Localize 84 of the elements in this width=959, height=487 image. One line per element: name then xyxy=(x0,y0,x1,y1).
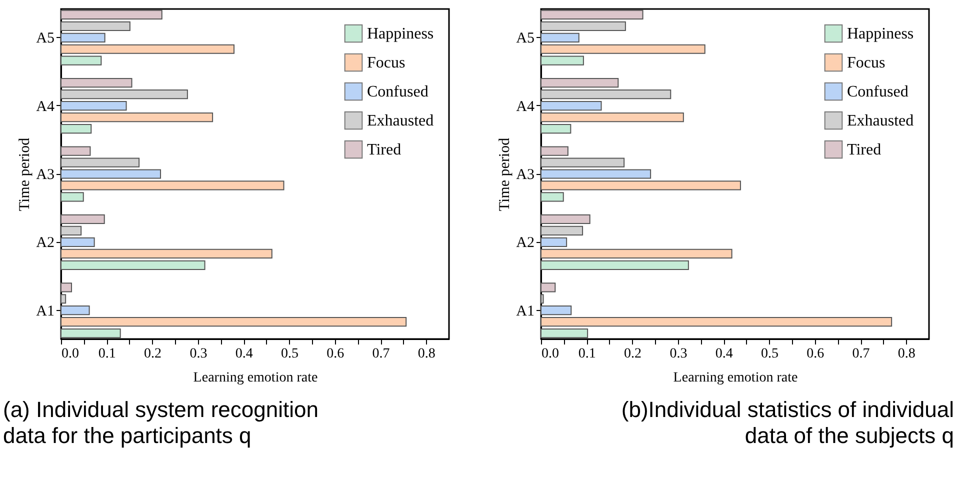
bar xyxy=(540,248,732,258)
y-tick-label: A2 xyxy=(36,235,54,252)
y-tick-label: A1 xyxy=(36,303,54,320)
x-tick-label: 0.2 xyxy=(624,346,642,362)
legend-label: Happiness xyxy=(847,26,914,42)
bar xyxy=(60,282,72,292)
bar xyxy=(60,226,82,236)
legend-label: Exhausted xyxy=(847,112,914,130)
legend-label: Focus xyxy=(367,54,406,72)
x-tick-label: 0.7 xyxy=(852,346,870,362)
legend-label: Tired xyxy=(847,142,882,158)
bar xyxy=(60,56,102,66)
bar xyxy=(60,10,162,20)
bar xyxy=(540,306,572,316)
legend-label: Focus xyxy=(847,54,886,72)
x-axis-title: Learning emotion rate xyxy=(673,370,798,386)
x-tick-label: 0.0 xyxy=(542,346,559,362)
y-tick-label: A3 xyxy=(516,167,534,183)
x-axis-title: Learning emotion rate xyxy=(193,370,318,386)
bar xyxy=(540,317,892,327)
bar xyxy=(60,78,132,88)
bar xyxy=(540,260,689,270)
bar xyxy=(60,317,407,327)
bar xyxy=(540,10,644,20)
bar xyxy=(60,237,95,247)
x-tick-label: 0.7 xyxy=(372,346,390,362)
bar xyxy=(540,78,619,88)
bar xyxy=(540,21,626,31)
bar xyxy=(60,124,92,134)
bar xyxy=(60,328,121,338)
text: (b)Individual statistics of individual data of the subjects q xyxy=(621,397,954,448)
legend-label: Tired xyxy=(367,142,402,158)
y-tick-label: A3 xyxy=(36,167,54,183)
bar xyxy=(540,32,580,42)
bar xyxy=(540,328,588,338)
bar xyxy=(540,44,706,54)
y-tick-label: A2 xyxy=(516,235,534,252)
bar xyxy=(60,90,188,100)
bar xyxy=(540,294,544,304)
x-tick-label: 0.8 xyxy=(418,346,436,362)
bar xyxy=(540,237,568,247)
bar xyxy=(60,260,206,270)
x-tick-label: 0.6 xyxy=(326,346,344,362)
bar xyxy=(60,112,214,122)
bar xyxy=(540,101,602,111)
text: (a) Individual system recognition data for the participants q xyxy=(3,397,318,448)
bar xyxy=(60,214,105,224)
y-tick-label: A4 xyxy=(516,98,535,115)
bar xyxy=(540,90,672,100)
legend-label: Confused xyxy=(847,84,908,100)
y-tick-label: A5 xyxy=(36,30,54,47)
bar xyxy=(60,21,130,31)
x-tick-label: 0.1 xyxy=(98,346,116,362)
bar xyxy=(60,294,66,304)
y-tick-label: A4 xyxy=(36,98,55,115)
legend-label: Happiness xyxy=(367,26,434,42)
x-tick-label: 0.5 xyxy=(760,346,778,362)
bar xyxy=(60,248,272,258)
x-tick-label: 0.6 xyxy=(806,346,824,362)
bar xyxy=(60,101,127,111)
y-axis-title: Time period xyxy=(17,137,34,212)
x-tick-label: 0.4 xyxy=(235,346,253,362)
x-tick-label: 0.4 xyxy=(715,346,733,362)
bar xyxy=(540,124,572,134)
bar xyxy=(540,112,684,122)
x-tick-label: 0.3 xyxy=(670,346,688,362)
x-tick-label: 0.0 xyxy=(62,346,79,362)
bar xyxy=(60,44,234,54)
bar xyxy=(60,306,90,316)
x-tick-label: 0.1 xyxy=(578,346,596,362)
x-tick-label: 0.5 xyxy=(280,346,298,362)
y-tick-label: A1 xyxy=(516,303,534,320)
bar xyxy=(540,282,556,292)
bar xyxy=(540,214,590,224)
legend-label: Confused xyxy=(367,84,428,100)
y-tick-label: A5 xyxy=(516,30,534,47)
bar xyxy=(60,32,106,42)
x-tick-label: 0.2 xyxy=(144,346,162,362)
bar xyxy=(540,226,584,236)
legend-label: Exhausted xyxy=(367,112,434,130)
y-axis-title: Time period xyxy=(497,137,514,212)
bar xyxy=(540,56,584,66)
x-tick-label: 0.3 xyxy=(190,346,208,362)
x-tick-label: 0.8 xyxy=(898,346,916,362)
